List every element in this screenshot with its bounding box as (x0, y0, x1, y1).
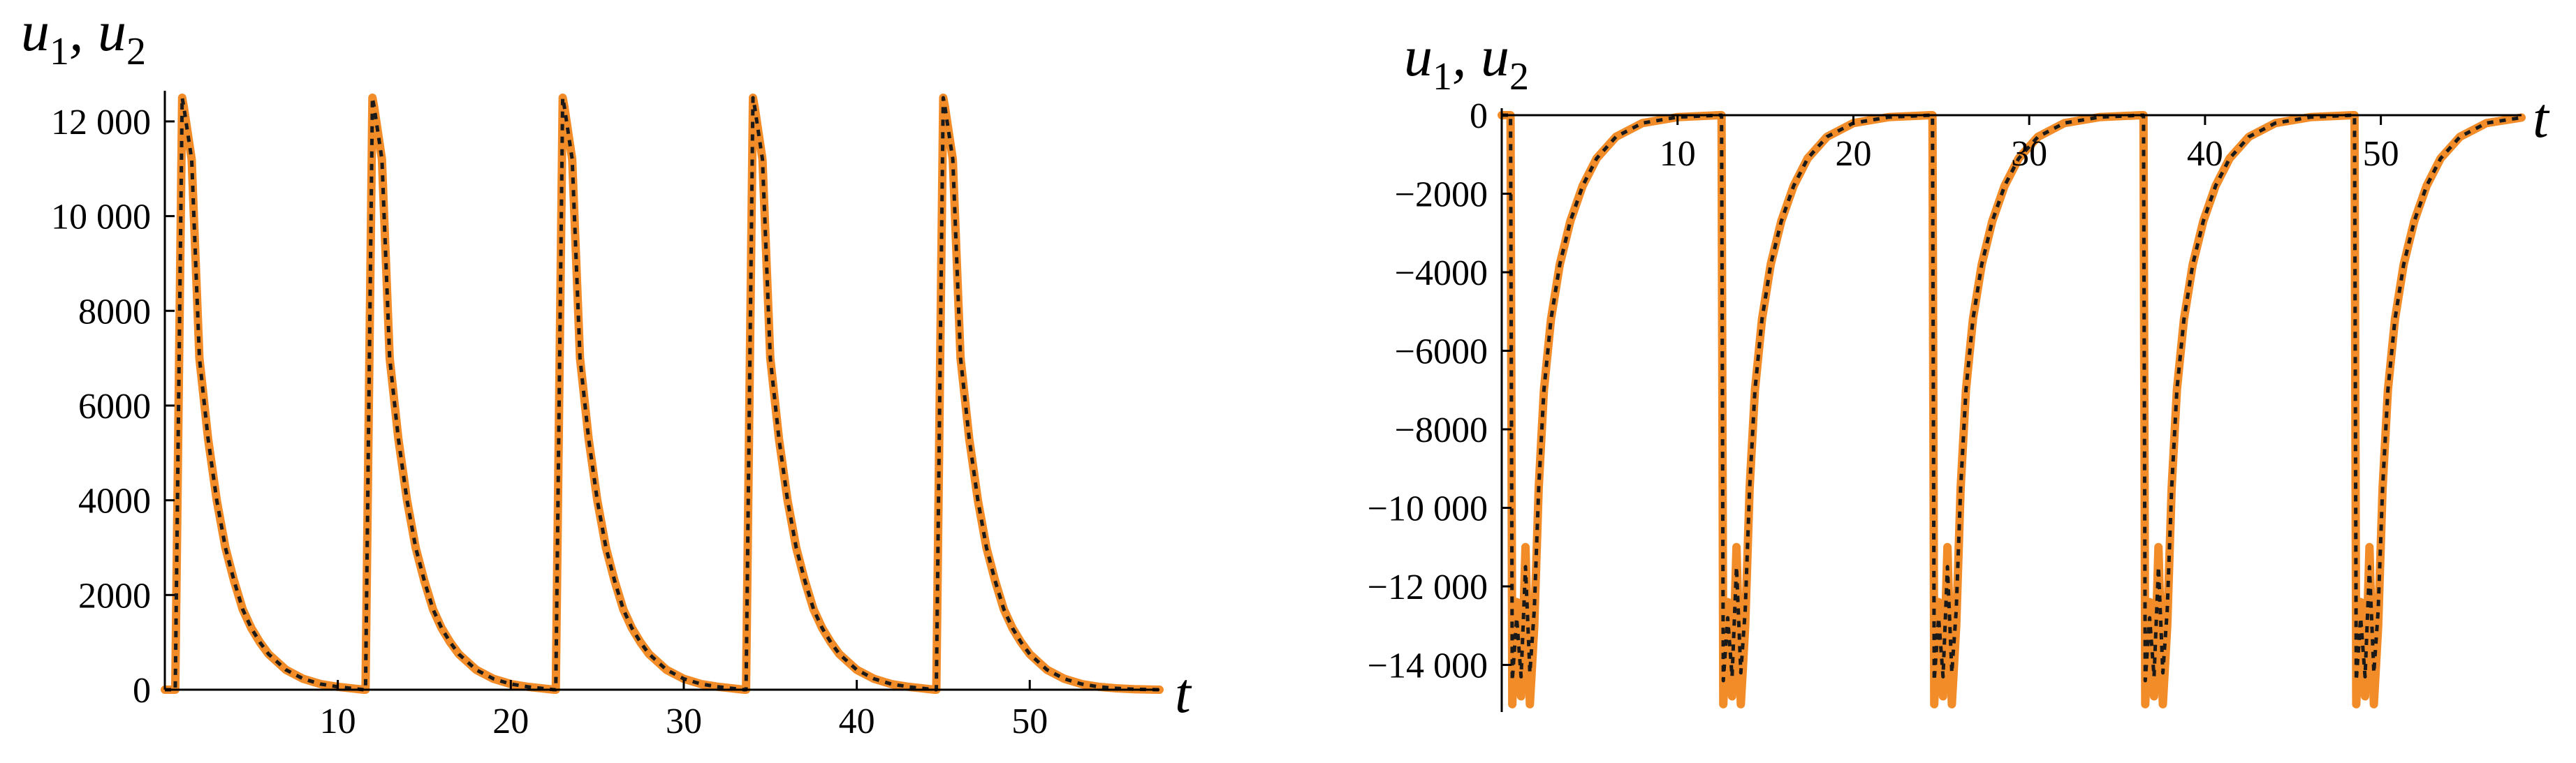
right-x-axis-title: t (2533, 86, 2550, 149)
right-y-tick-label: −6000 (1395, 332, 1488, 372)
right-tick-layer: 10 20 30 40 50 0 −2000 −4000 −6000 −8000 −10 000 −1… (1368, 96, 2399, 686)
left-x-tick-label: 40 (839, 702, 875, 741)
left-y-tick-label: 10 000 (51, 198, 151, 237)
right-series-dotted-line (1502, 113, 2522, 683)
left-series-orange-line (161, 94, 1164, 694)
right-x-tick-label: 40 (2187, 134, 2223, 174)
left-y-tick-label: 6000 (78, 387, 151, 427)
right-y-tick-label: −10 000 (1368, 489, 1488, 529)
left-series-dotted-line (165, 96, 1160, 692)
left-tick-layer: 10 20 30 40 50 0 2000 4000 6000 8000 10 000 12 000 (51, 103, 1048, 741)
left-y-tick-label: 8000 (78, 292, 151, 332)
left-y-tick-label: 4000 (78, 482, 151, 521)
left-axes (163, 91, 1159, 691)
right-series-layer (1498, 111, 2526, 709)
right-y-tick-label: −12 000 (1368, 568, 1488, 607)
right-x-tick-label: 20 (1835, 134, 1871, 174)
left-x-tick-label: 10 (320, 702, 356, 741)
right-x-tick-label: 50 (2363, 134, 2399, 174)
left-x-axis-title: t (1175, 661, 1192, 725)
left-y-tick-label: 2000 (78, 576, 151, 616)
right-x-tick-label: 30 (2011, 134, 2047, 174)
left-y-tick-label: 0 (133, 671, 151, 711)
right-y-tick-label: −4000 (1395, 253, 1488, 293)
left-x-tick-label: 30 (666, 702, 702, 741)
right-axes (1500, 108, 2522, 712)
right-x-tick-label: 10 (1660, 134, 1696, 174)
right-y-tick-label: 0 (1470, 96, 1488, 136)
left-series-layer (161, 94, 1164, 694)
right-y-tick-label: −14 000 (1368, 646, 1488, 686)
left-y-axis-title: u1, u2 (21, 0, 146, 73)
right-y-axis-title: u1, u2 (1404, 24, 1529, 98)
right-y-tick-label: −2000 (1395, 175, 1488, 215)
right-y-tick-label: −8000 (1395, 410, 1488, 450)
left-y-tick-label: 12 000 (51, 103, 151, 142)
right-chart: 10 20 30 40 50 0 −2000 −4000 −6000 −8000 −10 000 −1… (1368, 24, 2550, 712)
left-x-tick-label: 50 (1011, 702, 1048, 741)
left-x-tick-label: 20 (492, 702, 529, 741)
